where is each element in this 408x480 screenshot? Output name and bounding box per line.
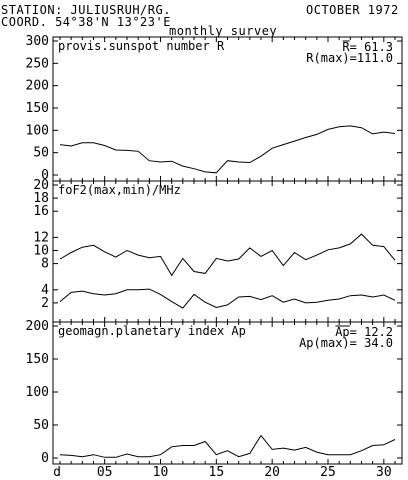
ap-ytick-label: 50 [33, 418, 49, 433]
foF2-panel-frame [52, 180, 403, 323]
sunspot-ytick-label: 250 [26, 56, 49, 71]
foF2-series-1-line [59, 288, 396, 309]
sunspot-title: provis.sunspot number R [58, 39, 225, 53]
x-tick-label: 05 [97, 465, 113, 480]
foF2-title: foF2(max,min)/MHz [58, 183, 181, 197]
x-axis-day-label: d [53, 465, 61, 480]
sunspot-stat-0: R= 61.3 [342, 40, 393, 54]
x-tick-label: 30 [376, 465, 392, 480]
sunspot-stat-1: R(max)=111.0 [306, 51, 393, 65]
foF2-ytick-label: 8 [41, 257, 49, 272]
x-tick-label: 25 [320, 465, 336, 480]
station-label: STATION: JULIUSRUH/RG. [1, 3, 171, 17]
ap-stat-0: Ap= 12.2 [335, 325, 393, 339]
date-label: OCTOBER 1972 [306, 3, 399, 17]
foF2-ytick-label: 2 [41, 296, 49, 311]
sunspot-ytick-label: 150 [26, 101, 49, 116]
foF2-ytick-label: 4 [41, 283, 49, 298]
foF2-ytick-label: 20 [33, 178, 49, 193]
ap-ytick-label: 100 [26, 385, 49, 400]
sunspot-series-0-line [59, 125, 396, 174]
foF2-ytick-label: 10 [33, 244, 49, 259]
sunspot-ytick-label: 50 [33, 146, 49, 161]
ap-ytick-label: 200 [26, 319, 49, 334]
foF2-ytick-label: 18 [33, 191, 49, 206]
ap-ytick-label: 0 [41, 451, 49, 466]
x-tick-label: 20 [264, 465, 280, 480]
foF2-series-0-line [59, 233, 396, 277]
sunspot-ytick-label: 300 [26, 34, 49, 49]
ap-stat-1: Ap(max)= 34.0 [299, 336, 393, 350]
sunspot-ytick-label: 200 [26, 79, 49, 94]
x-tick-label: 10 [153, 465, 169, 480]
survey-label: monthly survey [169, 24, 278, 38]
x-tick-label: 15 [209, 465, 225, 480]
ap-title: geomagn.planetary index Ap [58, 324, 246, 338]
foF2-ytick-label: 16 [33, 204, 49, 219]
coordinates-label: COORD. 54°38'N 13°23'E [1, 15, 171, 29]
sunspot-ytick-label: 100 [26, 123, 49, 138]
ap-series-0-line [59, 434, 396, 458]
ap-ytick-label: 150 [26, 352, 49, 367]
sunspot-ytick-label: 0 [41, 168, 49, 183]
foF2-ytick-label: 12 [33, 230, 49, 245]
